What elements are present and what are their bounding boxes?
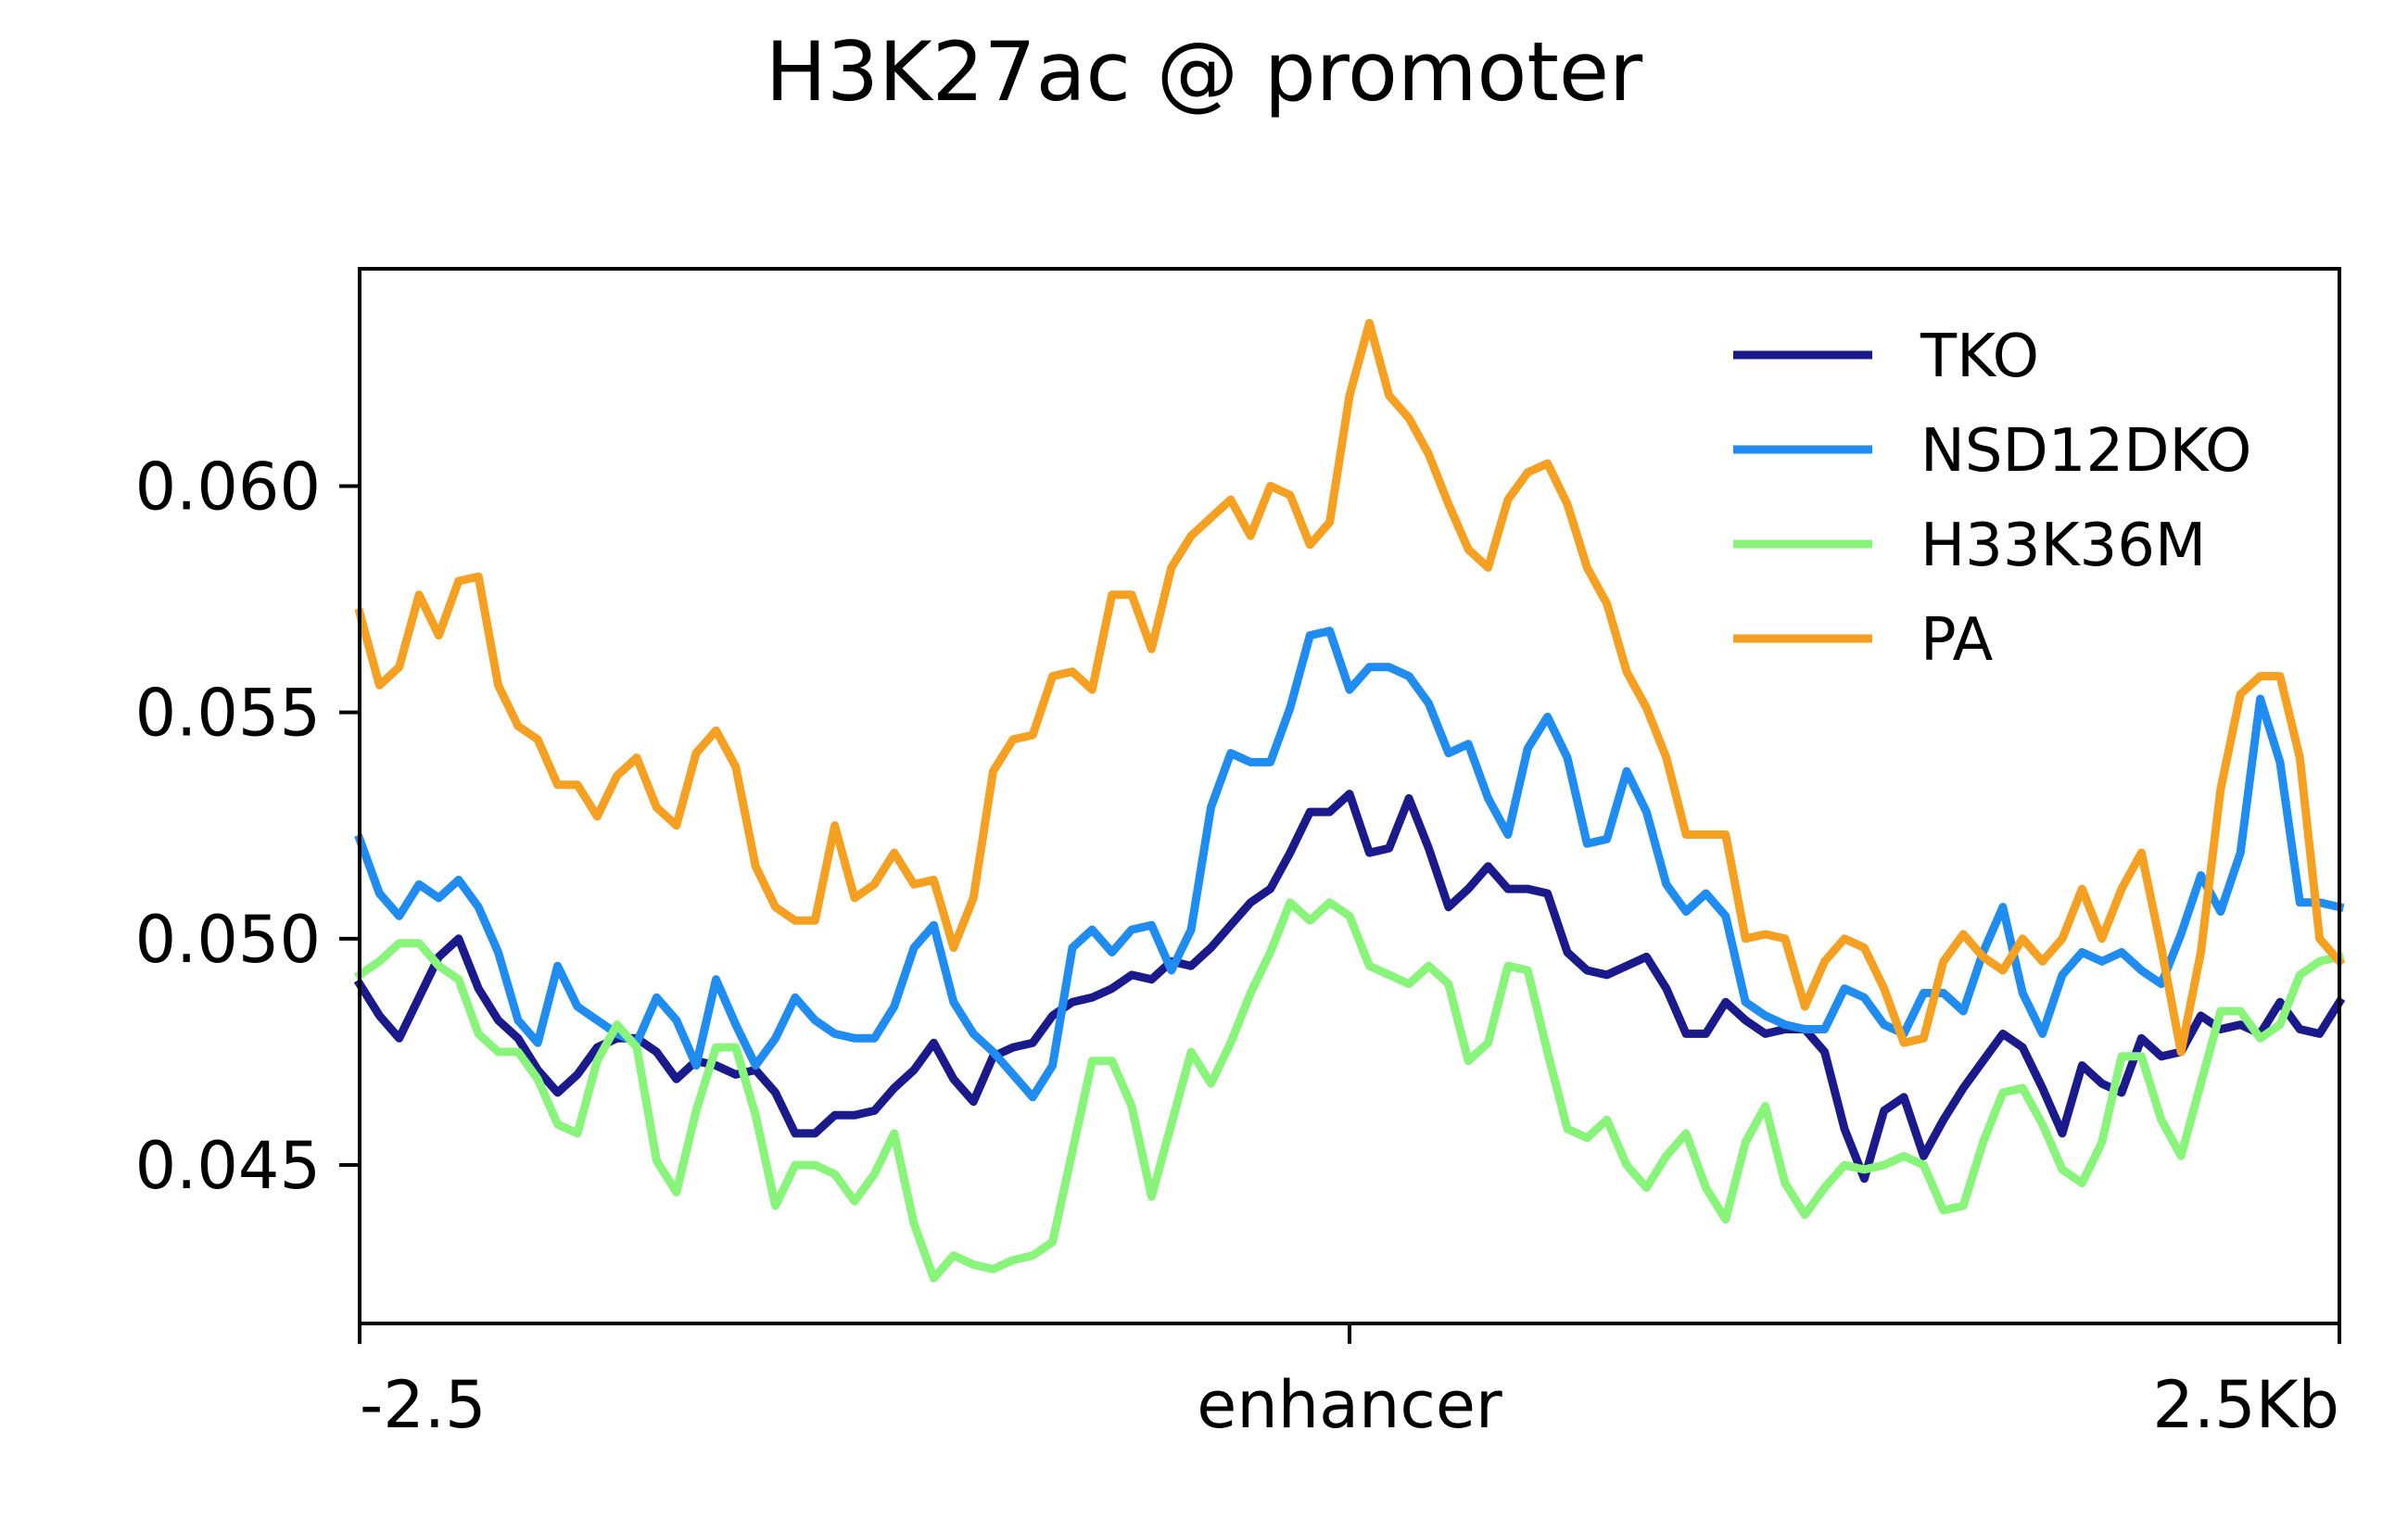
y-tick-label: 0.060 [135, 449, 321, 525]
y-tick-label: 0.055 [135, 676, 321, 752]
y-tick-label: 0.050 [135, 902, 321, 978]
legend-label-h33k36m: H33K36M [1920, 512, 2206, 580]
series-layer [353, 319, 2346, 1283]
legend-label-nsd12dko: NSD12DKO [1920, 417, 2251, 486]
x-tick-label: enhancer [1197, 1367, 1502, 1443]
series-line-h33k36m [353, 898, 2345, 1283]
legend-label-tko: TKO [1920, 323, 2039, 391]
y-tick-label: 0.045 [135, 1128, 321, 1204]
series-line-pa [354, 319, 2346, 1057]
axes-layer: 0.045 0.050 0.055 0.060 -2.5 enhancer 2.5Kb [135, 449, 2341, 1443]
series-line-nsd12dko [354, 627, 2345, 1102]
chart-title: H3K27ac @ promoter [766, 24, 1643, 120]
legend: TKO NSD12DKO H33K36M PA [1733, 323, 2251, 675]
series-line-tko [353, 790, 2346, 1184]
legend-label-pa: PA [1920, 606, 1994, 675]
x-tick-label: 2.5Kb [2152, 1367, 2339, 1443]
x-tick-label: -2.5 [360, 1367, 487, 1443]
